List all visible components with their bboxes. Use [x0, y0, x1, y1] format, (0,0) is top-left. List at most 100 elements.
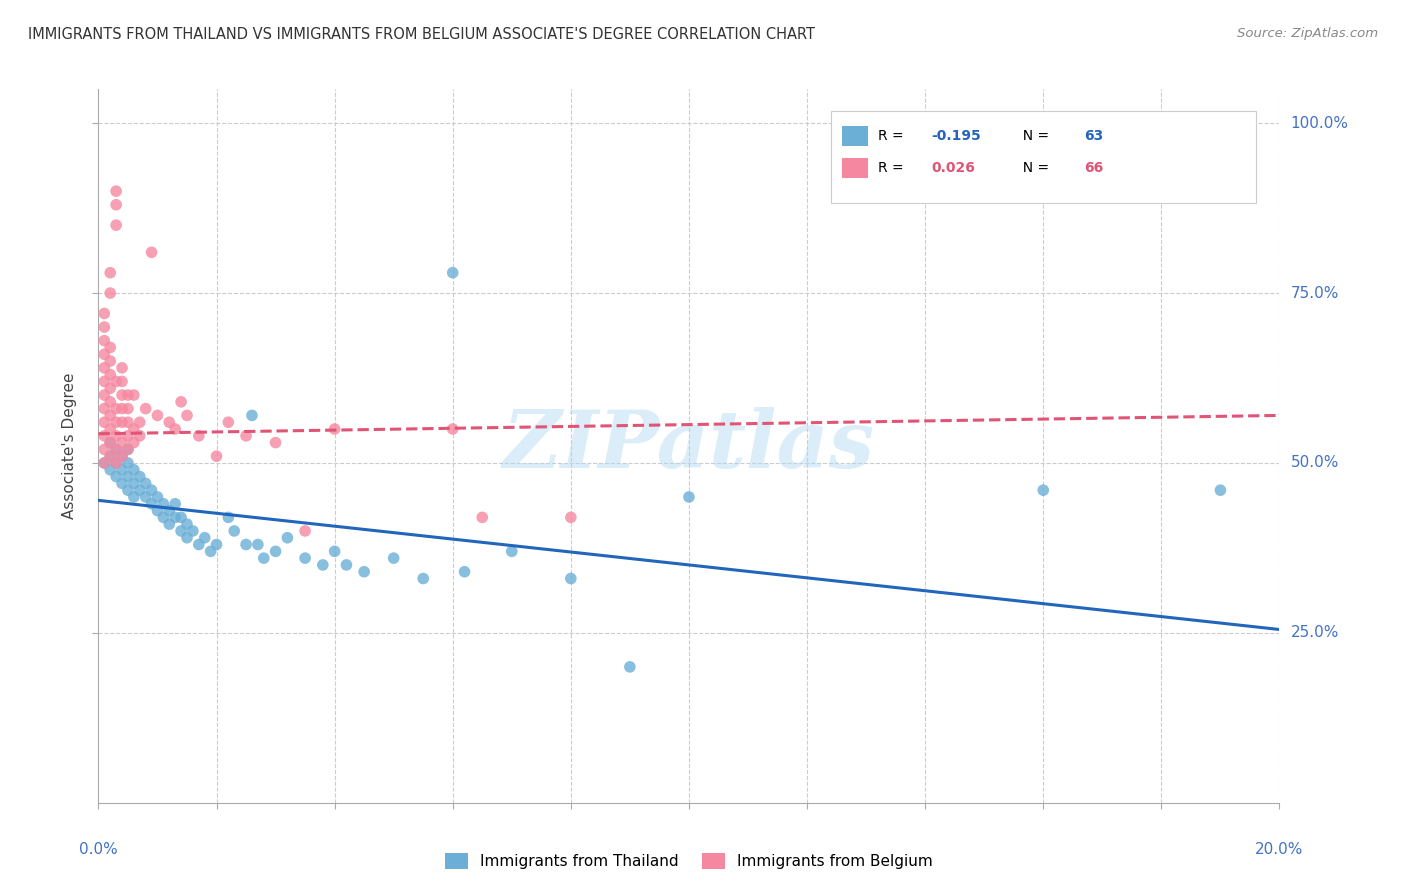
Point	[264, 544, 287, 558]
Point	[141, 245, 163, 260]
Point	[98, 422, 121, 436]
Point	[560, 572, 582, 586]
Point	[246, 537, 269, 551]
Point	[205, 537, 228, 551]
Point	[93, 347, 115, 361]
Point	[105, 469, 128, 483]
Point	[111, 449, 134, 463]
Point	[152, 510, 174, 524]
Point	[117, 429, 139, 443]
Point	[98, 394, 121, 409]
FancyBboxPatch shape	[842, 159, 869, 178]
Point	[117, 456, 139, 470]
Point	[157, 517, 180, 532]
Point	[619, 660, 641, 674]
Text: 63: 63	[1084, 128, 1104, 143]
Point	[122, 422, 145, 436]
Point	[253, 551, 276, 566]
Point	[264, 435, 287, 450]
Text: 66: 66	[1084, 161, 1104, 175]
Point	[105, 218, 128, 232]
Point	[412, 572, 434, 586]
Point	[117, 442, 139, 457]
Point	[98, 435, 121, 450]
Point	[105, 375, 128, 389]
Point	[98, 354, 121, 368]
Point	[165, 422, 187, 436]
Point	[111, 388, 134, 402]
Point	[98, 341, 121, 355]
Point	[441, 422, 464, 436]
Text: IMMIGRANTS FROM THAILAND VS IMMIGRANTS FROM BELGIUM ASSOCIATE'S DEGREE CORRELATI: IMMIGRANTS FROM THAILAND VS IMMIGRANTS F…	[28, 27, 815, 42]
Point	[105, 429, 128, 443]
Point	[122, 388, 145, 402]
Point	[93, 306, 115, 320]
Point	[111, 401, 134, 416]
Point	[146, 409, 169, 423]
Point	[98, 463, 121, 477]
Point	[141, 483, 163, 498]
Point	[98, 368, 121, 382]
FancyBboxPatch shape	[831, 111, 1256, 203]
Point	[111, 476, 134, 491]
Point	[93, 360, 115, 375]
Point	[235, 537, 257, 551]
Point	[678, 490, 700, 504]
Point	[187, 537, 209, 551]
Point	[335, 558, 357, 572]
Point	[217, 415, 239, 429]
Point	[157, 503, 180, 517]
Text: 75.0%: 75.0%	[1291, 285, 1339, 301]
Point	[176, 531, 198, 545]
Point	[235, 429, 257, 443]
Point	[170, 510, 193, 524]
Point	[187, 429, 209, 443]
Point	[117, 388, 139, 402]
Point	[471, 510, 494, 524]
Point	[501, 544, 523, 558]
Point	[98, 409, 121, 423]
Point	[200, 544, 222, 558]
Point	[453, 565, 475, 579]
Point	[111, 360, 134, 375]
Text: Source: ZipAtlas.com: Source: ZipAtlas.com	[1237, 27, 1378, 40]
Point	[105, 415, 128, 429]
Point	[117, 483, 139, 498]
Text: 25.0%: 25.0%	[1291, 625, 1339, 640]
Text: 20.0%: 20.0%	[1256, 842, 1303, 856]
Text: 100.0%: 100.0%	[1291, 116, 1348, 131]
Point	[98, 449, 121, 463]
Point	[294, 551, 316, 566]
Point	[98, 449, 121, 463]
Legend: Immigrants from Thailand, Immigrants from Belgium: Immigrants from Thailand, Immigrants fro…	[439, 847, 939, 875]
Point	[117, 401, 139, 416]
Point	[176, 517, 198, 532]
Point	[93, 456, 115, 470]
Point	[217, 510, 239, 524]
Point	[105, 198, 128, 212]
Point	[105, 456, 128, 470]
Point	[128, 415, 150, 429]
Point	[312, 558, 335, 572]
Point	[146, 503, 169, 517]
Point	[117, 469, 139, 483]
Text: 0.026: 0.026	[931, 161, 974, 175]
Point	[111, 375, 134, 389]
Point	[135, 490, 157, 504]
Point	[98, 435, 121, 450]
Point	[93, 334, 115, 348]
Point	[205, 449, 228, 463]
Point	[105, 184, 128, 198]
Point	[294, 524, 316, 538]
Point	[128, 483, 150, 498]
Point	[93, 442, 115, 457]
Point	[152, 497, 174, 511]
Text: N =: N =	[1014, 128, 1053, 143]
Point	[165, 497, 187, 511]
Text: N =: N =	[1014, 161, 1053, 175]
FancyBboxPatch shape	[842, 127, 869, 146]
Point	[276, 531, 298, 545]
Point	[353, 565, 375, 579]
Point	[1032, 483, 1054, 498]
Point	[93, 415, 115, 429]
